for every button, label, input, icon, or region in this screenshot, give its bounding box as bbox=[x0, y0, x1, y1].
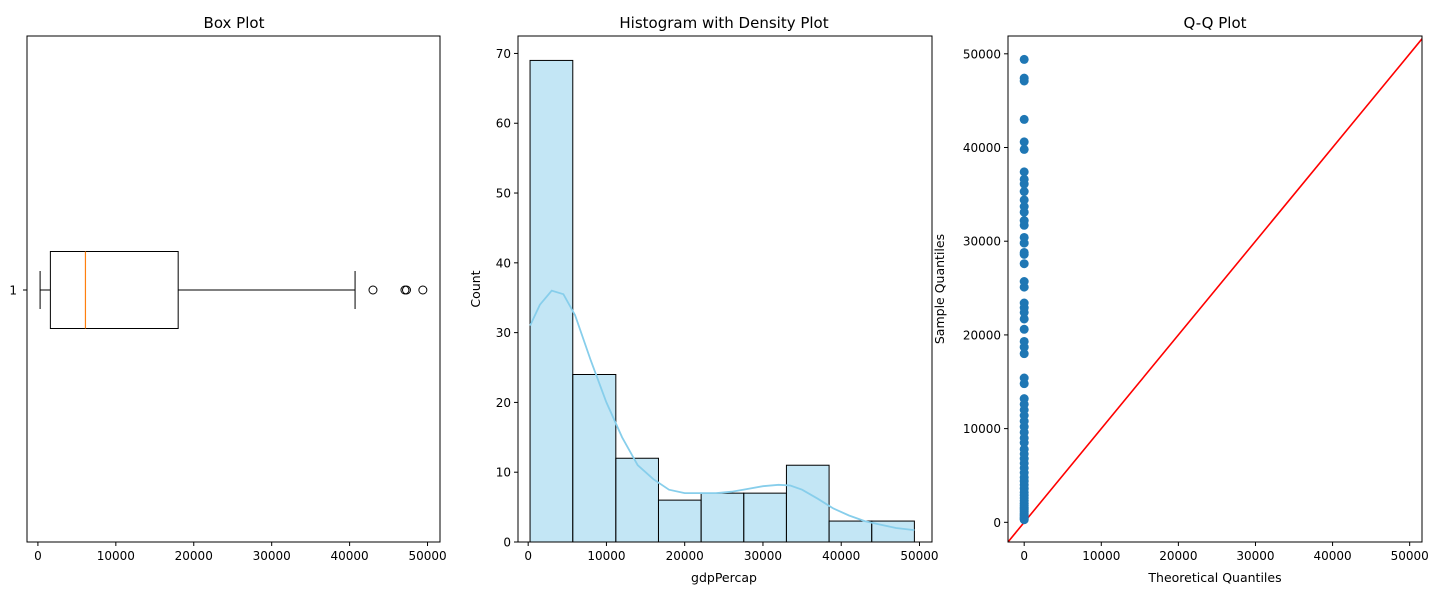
qq-point bbox=[1019, 114, 1029, 124]
qq-plot-y-tick-label: 20000 bbox=[963, 328, 1001, 342]
histogram-x-axis-label: gdpPercap bbox=[691, 570, 757, 585]
histogram-bars bbox=[529, 59, 915, 543]
box-plot-x-tick-label: 30000 bbox=[253, 549, 291, 563]
box-plot-title: Box Plot bbox=[204, 14, 265, 32]
box-plot-marks bbox=[39, 251, 428, 329]
qq-plot-x-tick-label: 0 bbox=[1020, 549, 1028, 563]
box-plot-panel: Box Plot 0 10000 20000 30000 40000 50000 1 bbox=[9, 14, 446, 563]
histogram-x-tick-label: 50000 bbox=[900, 549, 938, 563]
qq-point bbox=[1019, 232, 1029, 242]
qq-point bbox=[1019, 298, 1029, 308]
qq-point bbox=[1019, 394, 1029, 404]
qq-point bbox=[1019, 247, 1029, 257]
qq-point bbox=[1019, 202, 1029, 212]
histogram-bar bbox=[743, 492, 787, 543]
histogram-bar bbox=[828, 520, 873, 543]
box-plot-x-tick-label: 20000 bbox=[175, 549, 213, 563]
qq-plot-y-tick-label: 50000 bbox=[963, 47, 1001, 61]
qq-point bbox=[1019, 314, 1029, 324]
histogram-y-tick-label: 20 bbox=[496, 396, 511, 410]
box-plot-x-tick-label: 50000 bbox=[408, 549, 446, 563]
histogram-y-tick-label: 30 bbox=[496, 326, 511, 340]
qq-point bbox=[1019, 373, 1029, 383]
qq-point bbox=[1019, 324, 1029, 334]
histogram-x-tick-label: 40000 bbox=[822, 549, 860, 563]
qq-plot-y-tick-label: 10000 bbox=[963, 422, 1001, 436]
box-plot-x-tick-label: 10000 bbox=[97, 549, 135, 563]
histogram-title: Histogram with Density Plot bbox=[619, 14, 828, 32]
histogram-x-tick-label: 30000 bbox=[744, 549, 782, 563]
histogram-y-tick-label: 10 bbox=[496, 466, 511, 480]
box-plot-x-ticks: 0 10000 20000 30000 40000 50000 bbox=[34, 542, 447, 563]
qq-plot-x-tick-label: 20000 bbox=[1159, 549, 1197, 563]
histogram-x-tick-label: 10000 bbox=[587, 549, 625, 563]
box-plot-frame bbox=[26, 35, 441, 543]
histogram-frame bbox=[517, 35, 933, 543]
qq-plot-title: Q-Q Plot bbox=[1183, 14, 1246, 32]
histogram-bar bbox=[615, 457, 659, 543]
density-curve bbox=[529, 289, 915, 531]
box-plot-y-ticks: 1 bbox=[9, 284, 27, 298]
outlier-point bbox=[418, 285, 428, 295]
histogram-y-tick-label: 60 bbox=[496, 117, 511, 131]
qq-point bbox=[1019, 73, 1029, 83]
qq-plot-x-tick-label: 40000 bbox=[1313, 549, 1351, 563]
qq-plot-x-axis-label: Theoretical Quantiles bbox=[1147, 570, 1281, 585]
qq-point bbox=[1019, 187, 1029, 197]
qq-plot-frame bbox=[1007, 35, 1423, 543]
qq-point bbox=[1019, 137, 1029, 147]
qq-plot-x-tick-label: 50000 bbox=[1391, 549, 1429, 563]
qq-points bbox=[1019, 54, 1029, 525]
qq-plot-x-ticks: 0 10000 20000 30000 40000 50000 bbox=[1020, 542, 1429, 563]
qq-point bbox=[1019, 174, 1029, 184]
histogram-y-tick-label: 0 bbox=[503, 536, 511, 550]
histogram-y-tick-label: 70 bbox=[496, 47, 511, 61]
outlier-point bbox=[368, 285, 378, 295]
qq-reference-line bbox=[1007, 38, 1423, 543]
histogram-bar bbox=[529, 59, 574, 543]
box-plot-x-tick-label: 0 bbox=[34, 549, 42, 563]
qq-point bbox=[1019, 195, 1029, 205]
qq-point bbox=[1019, 54, 1029, 64]
qq-plot-y-tick-label: 40000 bbox=[963, 141, 1001, 155]
qq-plot-x-tick-label: 10000 bbox=[1082, 549, 1120, 563]
histogram-y-tick-label: 50 bbox=[496, 187, 511, 201]
histogram-panel: Histogram with Density Plot 0 10000 20000 3… bbox=[468, 14, 939, 585]
histogram-y-axis-label: Count bbox=[468, 270, 483, 307]
histogram-x-tick-label: 0 bbox=[524, 549, 532, 563]
qq-point bbox=[1019, 336, 1029, 346]
histogram-y-ticks: 0 10 20 30 40 50 60 70 bbox=[496, 47, 518, 550]
box-plot-x-tick-label: 40000 bbox=[331, 549, 369, 563]
histogram-bar bbox=[572, 373, 617, 543]
histogram-bar bbox=[657, 499, 702, 543]
histogram-y-tick-label: 40 bbox=[496, 256, 511, 270]
qq-point bbox=[1019, 277, 1029, 287]
qq-plot-y-axis-label: Sample Quantiles bbox=[932, 234, 947, 344]
qq-point bbox=[1019, 259, 1029, 269]
interquartile-box bbox=[49, 251, 179, 329]
qq-point bbox=[1019, 144, 1029, 154]
qq-plot-y-tick-label: 0 bbox=[993, 516, 1001, 530]
qq-plot-y-tick-label: 30000 bbox=[963, 235, 1001, 249]
histogram-x-tick-label: 20000 bbox=[666, 549, 704, 563]
qq-point bbox=[1019, 444, 1029, 454]
qq-point bbox=[1019, 349, 1029, 359]
outlier-point bbox=[401, 285, 411, 295]
qq-plot-y-ticks: 0 10000 20000 30000 40000 50000 bbox=[963, 47, 1008, 530]
qq-plot-panel: Q-Q Plot 0 10000 20000 30000 40000 50000 0 100… bbox=[932, 14, 1429, 585]
histogram-bar bbox=[785, 464, 830, 543]
qq-plot-x-tick-label: 30000 bbox=[1236, 549, 1274, 563]
box-plot-y-tick-label: 1 bbox=[9, 284, 17, 298]
histogram-bar bbox=[700, 492, 745, 543]
histogram-x-ticks: 0 10000 20000 30000 40000 50000 bbox=[524, 542, 939, 563]
qq-point bbox=[1019, 216, 1029, 226]
qq-point bbox=[1019, 167, 1029, 177]
